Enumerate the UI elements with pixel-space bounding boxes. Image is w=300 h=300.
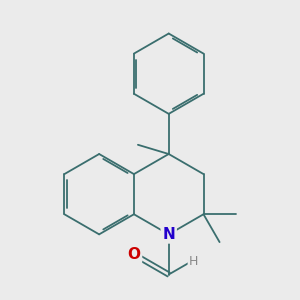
Text: N: N <box>162 227 175 242</box>
Text: H: H <box>189 255 198 268</box>
Text: O: O <box>128 247 140 262</box>
